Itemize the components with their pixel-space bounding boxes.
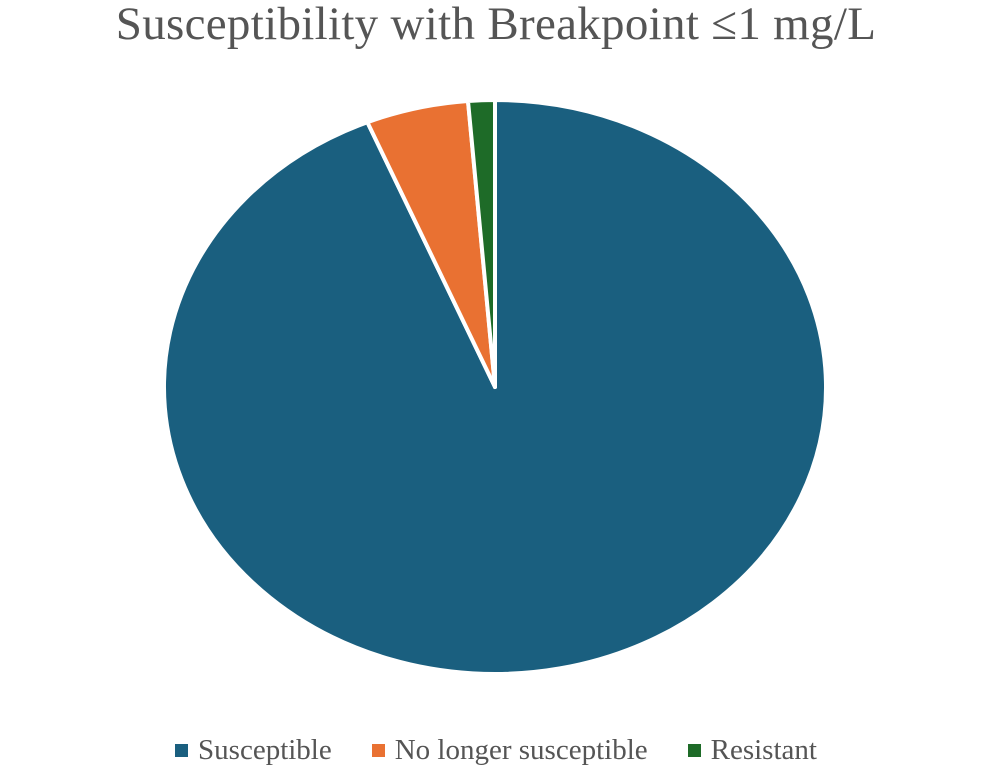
- slice-resistant: [465, 98, 497, 389]
- legend: Susceptible No longer susceptible Resist…: [0, 728, 992, 772]
- legend-item-resistant: Resistant: [687, 733, 817, 767]
- legend-label-resistant: Resistant: [710, 733, 817, 766]
- legend-swatch-resistant: [687, 743, 701, 757]
- chart-title: Susceptibility with Breakpoint ≤1 mg/L: [115, 0, 877, 50]
- legend-label-no-longer-susceptible: No longer susceptible: [394, 733, 648, 766]
- legend-swatch-susceptible: [175, 743, 189, 757]
- legend-swatch-no-longer-susceptible: [371, 743, 385, 757]
- legend-item-no-longer-susceptible: No longer susceptible: [371, 733, 648, 767]
- legend-item-susceptible: Susceptible: [175, 734, 332, 767]
- legend-label-susceptible: Susceptible: [198, 733, 332, 766]
